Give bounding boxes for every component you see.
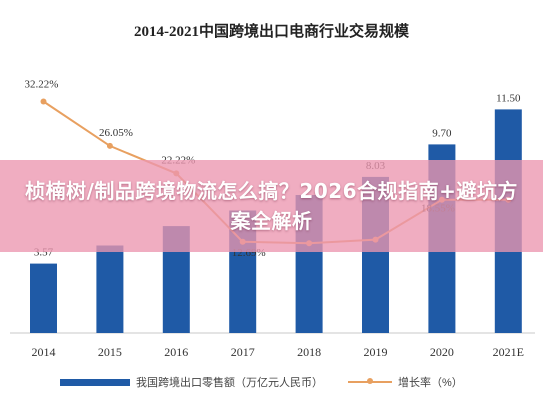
- x-tick-2016: 2016: [164, 345, 188, 359]
- line-label-2014: 32.22%: [25, 79, 59, 91]
- legend: 我国跨境出口零售额（万亿元人民币） 增长率（%）: [0, 372, 543, 392]
- growth-point-2015: [106, 142, 113, 149]
- bar-label-2020: 9.70: [432, 127, 452, 139]
- legend-label-bar: 我国跨境出口零售额（万亿元人民币）: [136, 377, 323, 389]
- growth-point-2014: [40, 98, 47, 105]
- x-tick-2015: 2015: [98, 345, 122, 359]
- x-tick-2020: 2020: [430, 345, 454, 359]
- x-tick-2018: 2018: [297, 345, 321, 359]
- chart-title: 2014-2021中国跨境出口电商行业交易规模: [134, 24, 409, 40]
- line-label-2015: 26.05%: [99, 127, 133, 139]
- ticks-layer: 2014 2015 2016 2017 2018 2019 2020 2021E: [32, 345, 524, 359]
- legend-swatch-bar: [60, 378, 130, 386]
- line-label-2017: 12.69%: [232, 247, 266, 259]
- bar-label-2021E: 11.50: [496, 92, 521, 104]
- legend-item-line: 增长率（%）: [348, 372, 463, 392]
- banner-text: 桢楠树/制品跨境物流怎么搞？2026合规指南+避坑方案全解析: [25, 179, 518, 233]
- overlay-banner: 桢楠树/制品跨境物流怎么搞？2026合规指南+避坑方案全解析: [0, 160, 543, 252]
- x-tick-2014: 2014: [32, 345, 56, 359]
- x-tick-2017: 2017: [231, 345, 255, 359]
- x-tick-2019: 2019: [364, 345, 388, 359]
- bar-2015: [96, 245, 124, 333]
- legend-swatch-line: [348, 378, 392, 384]
- legend-item-bar: 我国跨境出口零售额（万亿元人民币）: [60, 372, 323, 392]
- bar-2014: [30, 263, 57, 333]
- x-tick-2021E: 2021E: [493, 345, 524, 359]
- legend-label-line: 增长率（%）: [398, 377, 463, 389]
